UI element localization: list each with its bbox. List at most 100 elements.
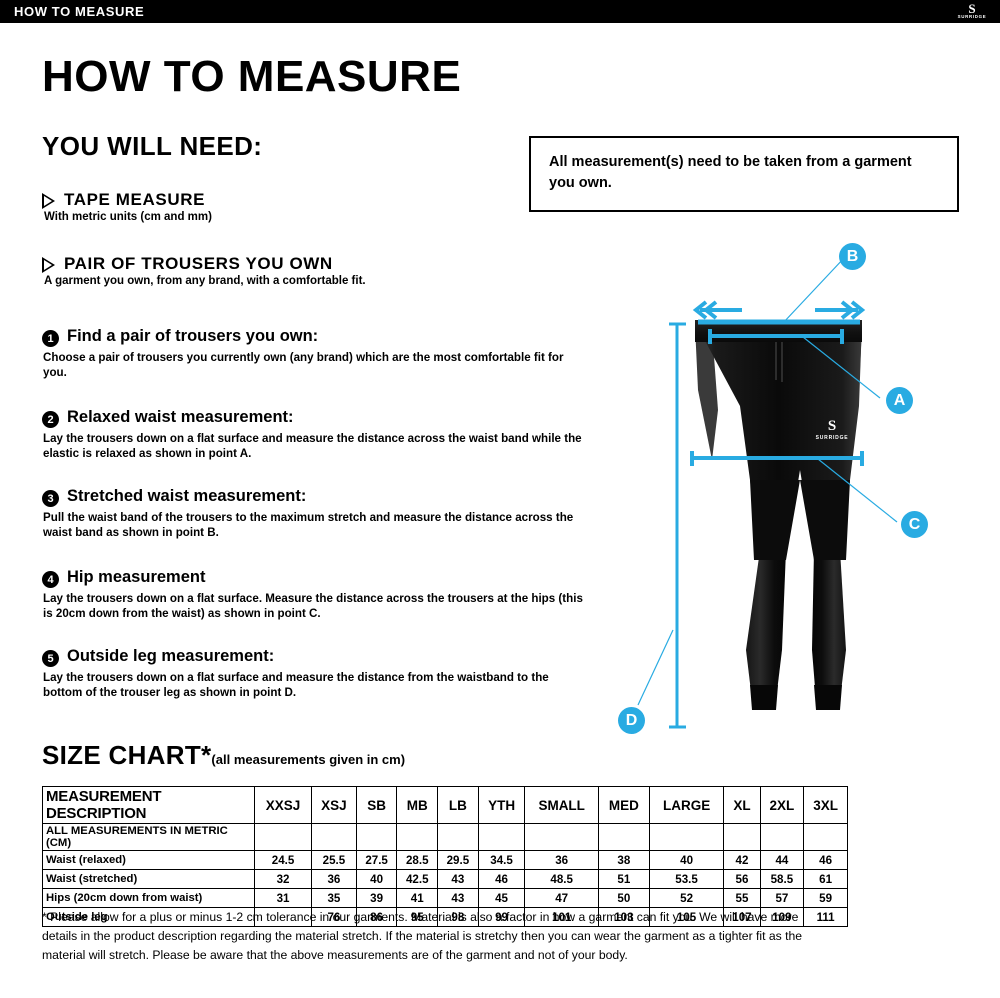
surridge-logo-mark: S (968, 1, 976, 16)
trouser-measurement-diagram: S SURRIDGE (600, 230, 1000, 740)
cell (803, 823, 848, 851)
cell (437, 823, 479, 851)
table-row: Hips (20cm down from waist) 31 35 39 41 … (42, 888, 848, 908)
row-label: Waist (relaxed) (42, 850, 255, 870)
cell (396, 823, 439, 851)
cell: 95 (396, 907, 439, 927)
triangle-bullet-inner-icon (44, 196, 52, 206)
callout-text: All measurement(s) need to be taken from… (549, 154, 912, 191)
step-body: Choose a pair of trousers you currently … (43, 351, 564, 379)
cell (253, 823, 313, 851)
you-will-need-heading: YOU WILL NEED: (42, 131, 263, 161)
cell: 40 (355, 869, 398, 889)
column-header-large: LARGE (648, 786, 725, 824)
cell: 52 (648, 888, 725, 908)
cell (253, 907, 313, 927)
cell: 61 (803, 869, 848, 889)
cell: 109 (759, 907, 805, 927)
need-item-sub: A garment you own, from any brand, with … (44, 275, 366, 287)
cell: 45 (477, 888, 526, 908)
leader-line-d (637, 629, 674, 706)
cell: 42.5 (396, 869, 439, 889)
cell: 40 (648, 850, 725, 870)
cell (524, 823, 599, 851)
cell: 107 (723, 907, 761, 927)
cell (477, 823, 526, 851)
need-item-title: TAPE MEASURE (64, 190, 206, 209)
column-header-mb: MB (396, 786, 439, 824)
cell: 36 (524, 850, 599, 870)
size-chart-table: MEASUREMENT DESCRIPTION XXSJ XSJ SB MB L… (42, 786, 848, 927)
table-row: Outside leg 76 86 95 98 99 101 103 105 1… (42, 907, 848, 927)
surridge-logo-wordmark: SURRIDGE (957, 14, 987, 19)
surridge-logo: S SURRIDGE (950, 1, 994, 23)
svg-text:SURRIDGE: SURRIDGE (816, 435, 849, 441)
cell: 98 (437, 907, 479, 927)
cell: 41 (396, 888, 439, 908)
cell: 46 (803, 850, 848, 870)
size-chart-note: (all measurements given in cm) (211, 752, 406, 767)
cell: 29.5 (437, 850, 479, 870)
size-chart-title: SIZE CHART (42, 740, 201, 770)
cell (597, 823, 650, 851)
cell: 47 (524, 888, 599, 908)
step-body: Lay the trousers down on a flat surface … (43, 671, 549, 699)
column-header-sb: SB (355, 786, 398, 824)
garment-logo: S SURRIDGE (816, 418, 849, 441)
marker-a: A (886, 387, 913, 414)
leader-line-c (817, 458, 898, 523)
cell: 36 (311, 869, 357, 889)
cell: 39 (355, 888, 398, 908)
cell: 103 (597, 907, 650, 927)
svg-text:S: S (828, 418, 836, 434)
table-row-metric-note: ALL MEASUREMENTS IN METRIC (CM) (42, 823, 848, 851)
top-bar: HOW TO MEASURE S SURRIDGE (0, 0, 1000, 23)
cell: 56 (723, 869, 761, 889)
cell: 25.5 (311, 850, 357, 870)
leader-line-b (782, 256, 846, 324)
cell: 27.5 (355, 850, 398, 870)
column-header-small: SMALL (524, 786, 599, 824)
cell: 46 (477, 869, 526, 889)
column-header-xxsj: XXSJ (253, 786, 313, 824)
cell: 44 (759, 850, 805, 870)
cell: 32 (253, 869, 313, 889)
marker-d: D (618, 707, 645, 734)
cell: 57 (759, 888, 805, 908)
measure-line-outside-leg (669, 322, 686, 729)
row-label: Waist (stretched) (42, 869, 255, 889)
step-body: Pull the waist band of the trousers to t… (43, 511, 574, 539)
cell: 59 (803, 888, 848, 908)
cell: 43 (437, 888, 479, 908)
cell: 99 (477, 907, 526, 927)
step-body: Lay the trousers down on a flat surface … (43, 432, 582, 460)
measure-line-stretched-waist (692, 300, 866, 325)
cell: 48.5 (524, 869, 599, 889)
cell: 24.5 (253, 850, 313, 870)
column-header-xl: XL (723, 786, 761, 824)
leader-line-a (802, 336, 881, 399)
cell: 31 (253, 888, 313, 908)
column-header-xsj: XSJ (311, 786, 357, 824)
cell: 111 (803, 907, 848, 927)
cell: 101 (524, 907, 599, 927)
step-body: Lay the trousers down on a flat surface.… (43, 592, 583, 620)
marker-b: B (839, 243, 866, 270)
page-title: HOW TO MEASURE (42, 52, 462, 101)
step-title: Outside leg measurement: (67, 647, 275, 665)
row-label: Hips (20cm down from waist) (42, 888, 255, 908)
cell: 58.5 (759, 869, 805, 889)
table-row: Waist (relaxed) 24.5 25.5 27.5 28.5 29.5… (42, 850, 848, 870)
metric-note-cell: ALL MEASUREMENTS IN METRIC (CM) (42, 823, 255, 851)
column-header-med: MED (597, 786, 650, 824)
step-title: Stretched waist measurement: (67, 487, 307, 505)
cell: 86 (355, 907, 398, 927)
cell: 42 (723, 850, 761, 870)
triangle-bullet-inner-icon (44, 260, 52, 270)
table-row: Waist (stretched) 32 36 40 42.5 43 46 48… (42, 869, 848, 889)
callout-box: All measurement(s) need to be taken from… (529, 136, 959, 212)
cell: 55 (723, 888, 761, 908)
column-header-2xl: 2XL (759, 786, 805, 824)
cell: 34.5 (477, 850, 526, 870)
cell: 76 (311, 907, 357, 927)
